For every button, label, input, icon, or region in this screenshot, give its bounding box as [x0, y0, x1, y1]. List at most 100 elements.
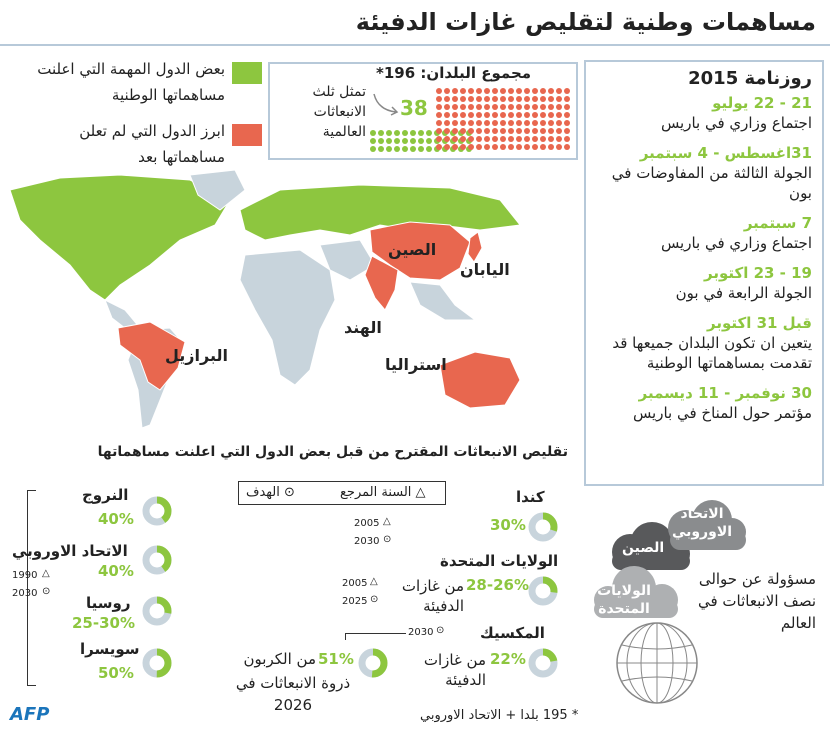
country-dot [476, 88, 482, 94]
agenda-date: قبل 31 اكتوبر [706, 314, 812, 332]
country-dot [556, 104, 562, 110]
country-dot [524, 112, 530, 118]
agenda-date: 7 سبتمبر [743, 214, 812, 232]
country-dot [540, 120, 546, 126]
country-dot [452, 120, 458, 126]
clouds-illustration [594, 500, 746, 618]
arrow-icon [373, 93, 399, 116]
country-dot [468, 112, 474, 118]
target-year-mexico: 2030 [408, 627, 434, 638]
country-dot [516, 96, 522, 102]
country-dot [524, 128, 530, 134]
country-dot [532, 112, 538, 118]
target-year-canada: 2030 [354, 536, 380, 547]
country-dot [508, 112, 514, 118]
legend-not-announced-label: ابرز الدول التي لم تعلن مساهماتها بعد [79, 122, 225, 166]
target-icon: ⊙ [42, 586, 51, 597]
country-dot [508, 136, 514, 142]
country-dot [540, 136, 546, 142]
donut-switzerland [142, 648, 172, 678]
country-dot [444, 88, 450, 94]
map-africa [239, 249, 336, 386]
country-dot [564, 88, 570, 94]
map-india [364, 255, 399, 311]
country-dot [476, 112, 482, 118]
country-dot [444, 144, 450, 150]
map-brazil [117, 321, 186, 391]
country-dot [460, 144, 466, 150]
target-year-left: 2030 [12, 588, 38, 599]
country-dot [492, 88, 498, 94]
country-dot [402, 130, 408, 136]
country-dot [516, 144, 522, 150]
ref-year-left: 1990 [12, 570, 38, 581]
country-dot [484, 112, 490, 118]
country-dot [492, 136, 498, 142]
country-dot [436, 104, 442, 110]
cloud-label-eu: الاتحاد الاوروبي [671, 506, 733, 540]
map-north-america [9, 174, 231, 301]
country-dot [436, 136, 442, 142]
country-dot [548, 120, 554, 126]
country-dot [418, 130, 424, 136]
country-dot [436, 88, 442, 94]
country-dot [402, 138, 408, 144]
country-dot [468, 96, 474, 102]
country-dot [452, 112, 458, 118]
country-name-usa: الولايات المتحدة [440, 552, 559, 570]
country-dot [524, 144, 530, 150]
country-dot [500, 104, 506, 110]
donut-china [358, 648, 388, 678]
country-dot [508, 144, 514, 150]
country-dot [452, 104, 458, 110]
extra-china: ذروة الانبعاثات في 2026 [235, 674, 351, 714]
country-dot [402, 146, 408, 152]
country-dot [564, 120, 570, 126]
country-dot [532, 96, 538, 102]
country-dot [444, 136, 450, 142]
country-dot [540, 112, 546, 118]
country-dot [460, 104, 466, 110]
value-eu: 40% [98, 562, 134, 580]
ref-icon: △ [42, 568, 50, 579]
country-dot [532, 128, 538, 134]
country-dot [564, 112, 570, 118]
country-dot [386, 138, 392, 144]
country-dot [484, 144, 490, 150]
country-dot [540, 96, 546, 102]
country-dot [476, 128, 482, 134]
target-icon: ⊙ [436, 625, 445, 636]
agenda-desc: الجولة الثالثة من المفاوضات في بون [611, 164, 812, 202]
country-dot [500, 144, 506, 150]
afp-logo: AFP [10, 704, 50, 725]
country-dot [516, 120, 522, 126]
country-dot [500, 128, 506, 134]
agenda-date: 19 - 23 اكتوبر [704, 264, 812, 282]
country-dot [378, 146, 384, 152]
country-dot [460, 136, 466, 142]
country-dot [444, 96, 450, 102]
value-switzerland: 50% [98, 664, 134, 682]
value-russia: 25-30% [72, 614, 136, 632]
legend-announced-label: بعض الدول المهمة التي اعلنت مساهماتها ال… [37, 60, 225, 104]
country-dot [492, 112, 498, 118]
country-name-norway: النروج [82, 486, 129, 504]
country-dot [410, 130, 416, 136]
country-dot [484, 104, 490, 110]
country-dot [516, 136, 522, 142]
country-dot [386, 146, 392, 152]
country-dot [492, 128, 498, 134]
donut-canada [528, 512, 558, 542]
legend-swatch-not-announced [232, 124, 262, 146]
country-dot [460, 88, 466, 94]
country-dot [556, 112, 562, 118]
country-dot [556, 120, 562, 126]
title-divider [0, 44, 830, 46]
value-china: 51% [318, 650, 354, 668]
total-label: مجموع البلدان: 196* [372, 64, 536, 82]
country-dot [436, 144, 442, 150]
country-dot [394, 138, 400, 144]
country-dot [548, 104, 554, 110]
country-dot [548, 144, 554, 150]
globe-icon [616, 622, 698, 704]
